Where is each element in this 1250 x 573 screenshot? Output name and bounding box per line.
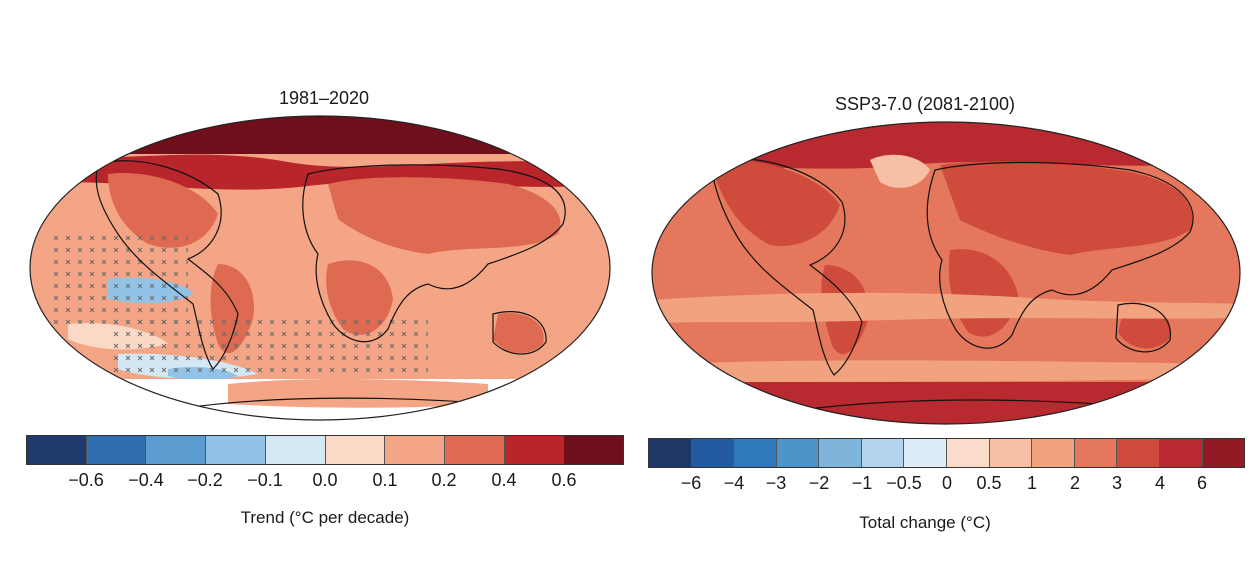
projected-change-map [651,121,1241,425]
north-atlantic-warming-hole [870,154,930,188]
insignificant-hatching-south [108,314,428,374]
projected-change-panel: SSP3-7.0 (2081-2100) [640,0,1250,573]
colorbar-swatch [947,439,990,467]
australia-warming [493,313,544,354]
total-change-colorbar [648,438,1245,468]
colorbar-swatch [1074,439,1118,467]
antarctica-warming [652,382,1240,424]
colorbar-tick: 3 [1111,473,1123,493]
colorbar-label: Trend (°C per decade) [240,508,410,527]
americas-coastline [709,157,863,376]
colorbar-swatch [504,436,565,464]
colorbar-swatch [734,439,777,467]
colorbar-tick: 4 [1154,473,1166,493]
australia-coastline [492,311,547,355]
colorbar-swatch [146,436,207,464]
colorbar-tick: 0.1 [372,470,398,490]
map-border [651,121,1241,425]
colorbar-swatch [86,436,147,464]
colorbar-tick: 0.2 [431,470,457,490]
observed-trend-map [29,115,611,421]
colorbar-swatch [1032,439,1075,467]
colorbar-swatch [819,439,862,467]
afro-eurasia-coastline [302,164,566,343]
australia-coastline [1115,302,1171,353]
colorbar-tick: −0.4 [128,470,164,490]
colorbar-tick: −0.2 [187,470,223,490]
colorbar-swatch [27,436,87,464]
colorbar-tick: 0.5 [976,473,1002,493]
arctic-strong-warming [652,122,1240,170]
colorbar-tick: −1 [851,473,873,493]
eurasia-warming [328,177,561,254]
colorbar-tick: 2 [1069,473,1081,493]
colorbar-swatch [206,436,266,464]
colorbar-swatch [325,436,386,464]
colorbar-tick: 6 [1196,473,1208,493]
map-title: 1981–2020 [278,88,370,108]
colorbar-swatch [904,439,948,467]
trend-colorbar [26,435,624,465]
colorbar-label: Total change (°C) [859,513,991,532]
colorbar-swatch [1202,439,1245,467]
colorbar-swatch [861,439,905,467]
colorbar-tick: −6 [680,473,702,493]
afro-eurasia-coastline [926,161,1194,349]
north-america-land [710,159,840,246]
antarctica-peninsula [228,379,488,408]
arctic-warming-band [30,116,610,154]
americas-coastline [95,160,239,370]
colorbar-tick: −0.6 [68,470,104,490]
colorbar-tick: 0.0 [312,470,338,490]
colorbar-tick: −0.5 [886,473,922,493]
colorbar-swatch [776,439,820,467]
southern-ocean-cool-band [652,360,1240,382]
colorbar-swatch [649,439,692,467]
map-border [29,115,611,421]
colorbar-tick: 1 [1026,473,1038,493]
colorbar-swatch [691,439,735,467]
colorbar-tick: −2 [808,473,830,493]
colorbar-swatch [564,436,624,464]
colorbar-tick: −4 [723,473,745,493]
colorbar-swatch [385,436,445,464]
colorbar-swatch [265,436,326,464]
colorbar-tick: 0 [941,473,953,493]
colorbar-swatch [444,436,505,464]
map-title: SSP3-7.0 (2081-2100) [834,94,1016,114]
insignificant-hatching-pacific [48,234,188,324]
colorbar-swatch [989,439,1033,467]
colorbar-tick: −0.1 [247,470,283,490]
eurasia-land [940,161,1193,255]
colorbar-tick: 0.6 [551,470,577,490]
colorbar-swatch [1117,439,1160,467]
colorbar-tick: −3 [765,473,787,493]
observed-trend-panel: 1981–2020 [26,88,624,527]
colorbar-tick: 0.4 [491,470,517,490]
colorbar-swatch [1159,439,1203,467]
north-america-warming [108,173,218,248]
